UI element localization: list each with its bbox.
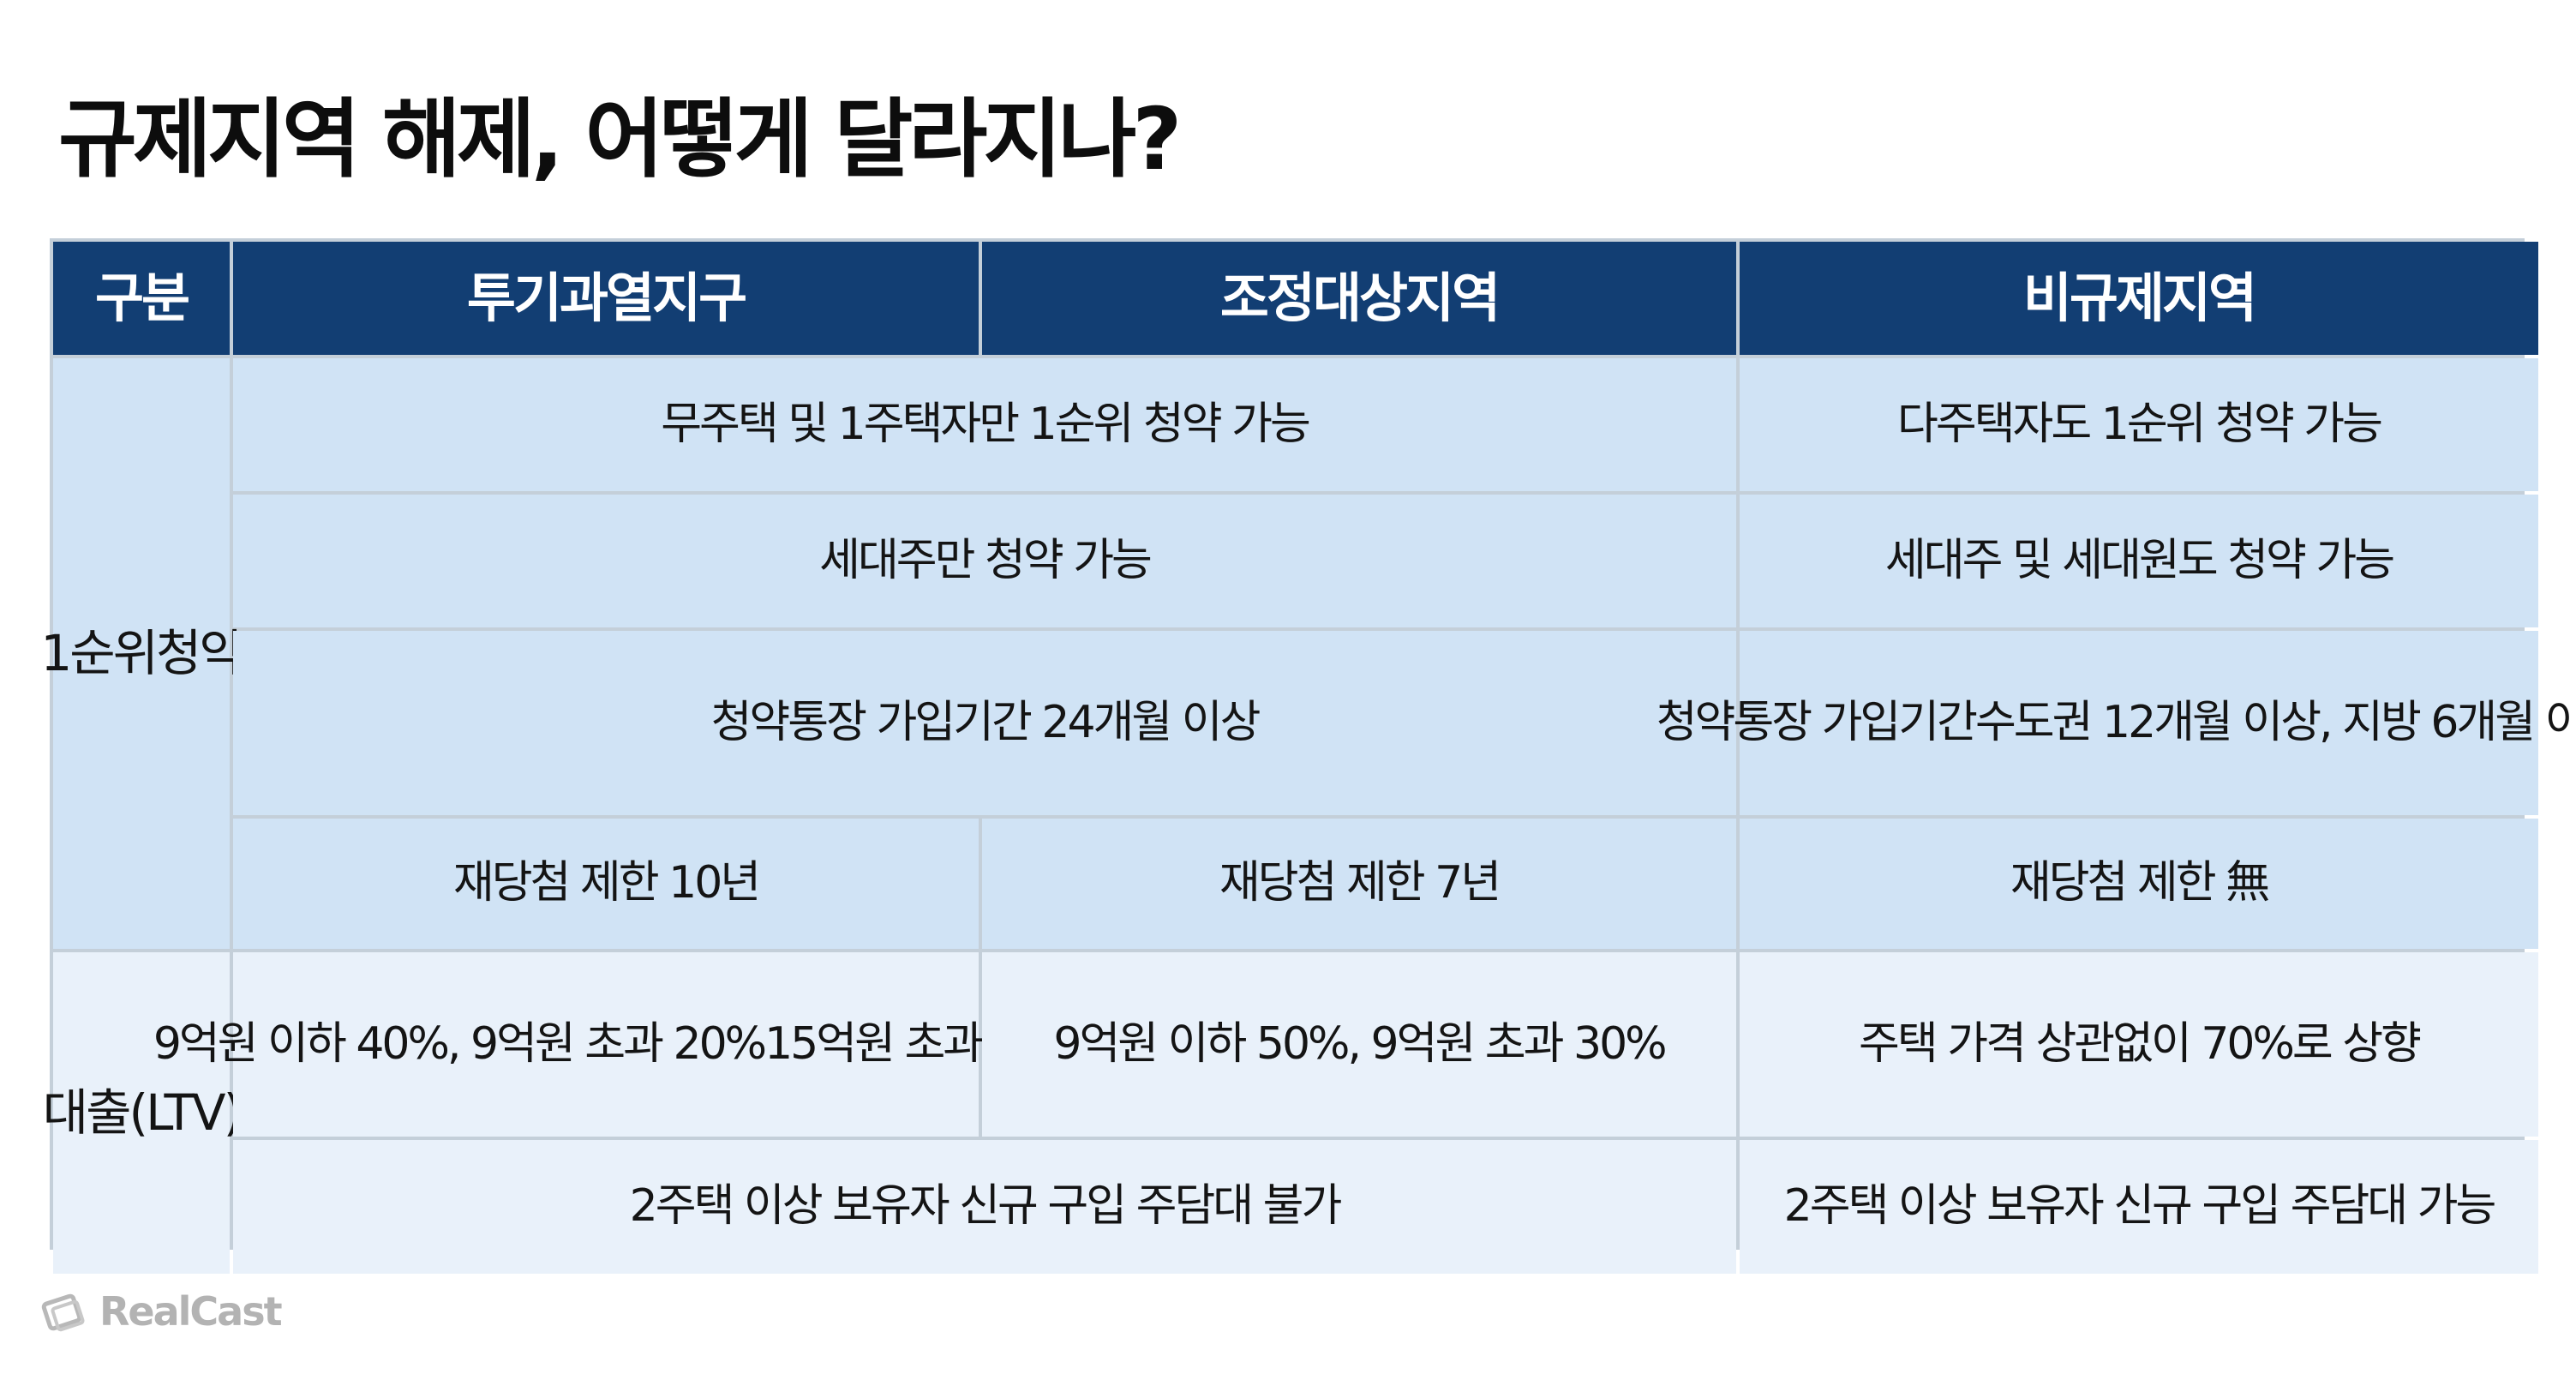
- section-label-loan: 대출 (LTV): [43, 952, 243, 1274]
- header-category: 구분: [53, 242, 230, 355]
- cell-loan-row1-speculative: 9억원 이하 40%, 9억원 초과 20% 15억원 초과 0%: [153, 952, 1061, 1137]
- cell-loan-row2-regulated: 2주택 이상 보유자 신규 구입 주담대 불가: [233, 1140, 1736, 1274]
- header-non-regulated-zone: 비규제지역: [1740, 242, 2538, 355]
- cell-sub-row4-non-regulated: 재당첨 제한 無: [1740, 819, 2538, 949]
- cell-sub-row1-regulated: 무주택 및 1주택자만 1순위 청약 가능: [233, 358, 1736, 491]
- cell-loan-row1-non-regulated: 주택 가격 상관없이 70%로 상향: [1740, 952, 2538, 1137]
- logo-text: RealCast: [99, 1288, 283, 1335]
- cell-sub-row3-non-regulated: 청약통장 가입기간 수도권 12개월 이상, 지방 6개월 이상: [1656, 631, 2576, 815]
- realcast-logo-icon: [41, 1293, 85, 1332]
- cell-sub-row4-adjusted: 재당첨 제한 7년: [982, 819, 1736, 949]
- cell-sub-row1-non-regulated: 다주택자도 1순위 청약 가능: [1740, 358, 2538, 491]
- comparison-table: 구분 투기과열지구 조정대상지역 비규제지역 1순위 청약 무주택 및 1주택자…: [40, 238, 2576, 1274]
- realcast-logo: RealCast: [38, 1284, 283, 1339]
- cell-sub-row4-speculative: 재당첨 제한 10년: [233, 819, 979, 949]
- cell-sub-row2-non-regulated: 세대주 및 세대원도 청약 가능: [1740, 495, 2538, 627]
- cell-sub-row2-regulated: 세대주만 청약 가능: [233, 495, 1736, 627]
- cell-loan-row1-adjusted: 9억원 이하 50%, 9억원 초과 30%: [982, 952, 1736, 1137]
- cell-sub-row3-regulated: 청약통장 가입기간 24개월 이상: [233, 631, 1736, 815]
- header-adjusted-zone: 조정대상지역: [982, 242, 1736, 355]
- section-label-subscription: 1순위 청약: [40, 358, 245, 949]
- page-title: 규제지역 해제, 어떻게 달라지나?: [58, 89, 1182, 189]
- header-speculative-zone: 투기과열지구: [233, 242, 979, 355]
- cell-loan-row2-non-regulated: 2주택 이상 보유자 신규 구입 주담대 가능: [1740, 1140, 2538, 1274]
